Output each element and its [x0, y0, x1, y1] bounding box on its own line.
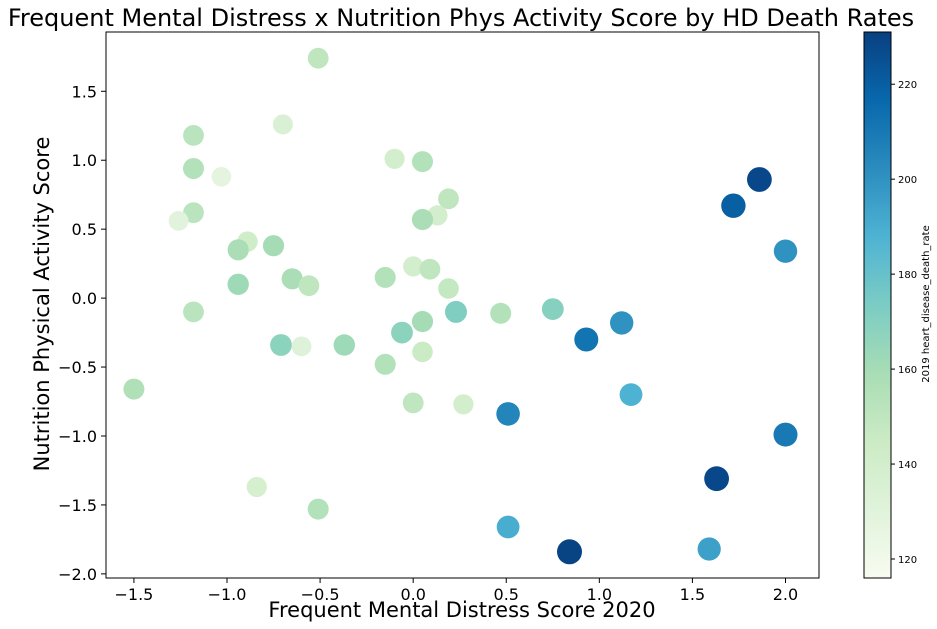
x-tick-label: −1.5	[114, 585, 153, 604]
scatter-point	[496, 402, 520, 426]
x-tick-label: 1.0	[587, 585, 612, 604]
y-tick-label: 1.0	[72, 151, 97, 170]
y-tick-label: −1.0	[58, 427, 97, 446]
scatter-point	[183, 124, 204, 146]
scatter-point	[272, 114, 293, 135]
scatter-point	[246, 476, 267, 498]
scatter-point	[281, 268, 303, 290]
colorbar-label: 2019 heart_disease_death_rate	[921, 225, 932, 382]
scatter-point	[412, 151, 433, 173]
scatter-point	[291, 336, 312, 357]
x-tick-label: −0.5	[301, 585, 340, 604]
scatter-point	[123, 378, 145, 400]
scatter-points	[123, 47, 798, 565]
scatter-point	[211, 167, 232, 187]
colorbar-tick-label: 180	[898, 270, 917, 281]
scatter-point	[183, 202, 204, 224]
scatter-point	[227, 239, 249, 261]
scatter-point	[374, 353, 396, 375]
colorbar-ticks: 120 140 160 180 200 220	[891, 80, 917, 566]
scatter-point	[721, 193, 746, 218]
scatter-point	[619, 383, 643, 406]
scatter-point	[411, 208, 434, 231]
scatter-point	[227, 273, 249, 295]
x-axis-label: Frequent Mental Distress Score 2020	[268, 598, 655, 622]
scatter-point	[183, 158, 204, 179]
scatter-point	[557, 539, 582, 565]
scatter-point	[333, 334, 355, 356]
colorbar-tick-label: 200	[898, 175, 917, 186]
x-tick-label: 0.5	[494, 585, 519, 604]
scatter-point	[574, 327, 599, 352]
colorbar-tick-label: 160	[898, 365, 917, 376]
scatter-point	[183, 301, 204, 323]
scatter-point	[541, 298, 564, 320]
y-axis: −2.0 −1.5 −1.0 −0.5 0.0 0.5 1.0 1.5	[58, 82, 106, 584]
scatter-point	[610, 311, 634, 335]
scatter-point	[490, 302, 512, 324]
scatter-point	[307, 498, 329, 520]
chart-title: Frequent Mental Distress x Nutrition Phy…	[8, 4, 914, 32]
y-tick-label: −2.0	[58, 565, 97, 584]
scatter-point	[445, 300, 467, 323]
scatter-point	[402, 392, 424, 414]
scatter-point	[412, 341, 433, 363]
scatter-point	[438, 188, 459, 210]
x-tick-label: 2.0	[773, 585, 798, 604]
scatter-point	[411, 310, 434, 333]
scatter-point	[270, 334, 292, 356]
scatter-point	[403, 256, 424, 277]
scatter-point	[419, 258, 441, 280]
colorbar-tick-label: 220	[898, 80, 917, 91]
y-tick-label: 0.5	[72, 220, 97, 239]
scatter-point	[438, 278, 459, 299]
scatter-point	[453, 394, 474, 415]
scatter-point	[704, 466, 729, 492]
scatter-point	[307, 47, 329, 69]
plot-frame	[105, 31, 820, 579]
colorbar	[863, 31, 892, 579]
colorbar-tick-label: 140	[898, 460, 917, 471]
scatter-point	[773, 422, 798, 447]
scatter-point	[384, 148, 405, 169]
y-tick-label: −0.5	[58, 358, 97, 377]
y-axis-label: Nutrition Physical Activity Score	[30, 137, 54, 472]
colorbar-tick-label: 120	[898, 555, 917, 566]
x-tick-label: 1.5	[680, 585, 705, 604]
scatter-point	[496, 515, 520, 539]
y-tick-label: −1.5	[58, 496, 97, 515]
x-axis: −1.5 −1.0 −0.5 0.0 0.5 1.0 1.5 2.0	[114, 578, 798, 604]
x-tick-label: −1.0	[208, 585, 247, 604]
scatter-point	[374, 266, 396, 288]
scatter-point	[298, 275, 320, 297]
scatter-point	[391, 321, 413, 344]
scatter-point	[697, 537, 721, 561]
x-tick-label: 0.0	[400, 585, 425, 604]
y-tick-label: 1.5	[72, 82, 97, 101]
scatter-point	[747, 167, 772, 192]
scatter-point	[262, 235, 285, 257]
scatter-point	[773, 239, 798, 263]
y-tick-label: 0.0	[72, 289, 97, 308]
scatter-point	[168, 211, 189, 231]
